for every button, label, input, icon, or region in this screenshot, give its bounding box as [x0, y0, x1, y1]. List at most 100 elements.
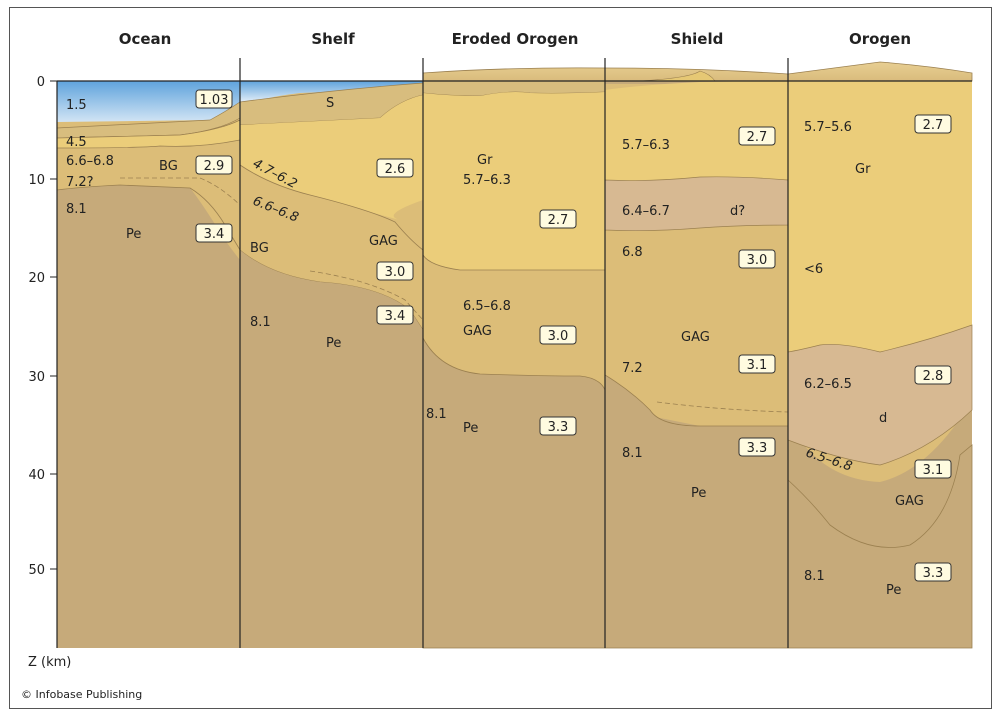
svg-text:3.3: 3.3 [747, 441, 768, 456]
velocity-label: 1.5 [66, 98, 87, 113]
velocity-label: 4.5 [66, 135, 87, 150]
rock-label: Gr [855, 162, 871, 177]
shelf-peridotite [240, 250, 423, 648]
svg-text:3.4: 3.4 [204, 227, 225, 242]
velocity-label: 5.7–6.3 [463, 173, 511, 188]
density-box: 3.0 [376, 261, 414, 281]
svg-text:2.9: 2.9 [204, 159, 225, 174]
orogen-diorite [787, 324, 973, 466]
rock-label: d [879, 411, 887, 426]
shield-dashed-boundary [656, 401, 789, 413]
svg-text:2.7: 2.7 [923, 118, 944, 133]
velocity-label: 8.1 [250, 315, 271, 330]
rock-label: BG [250, 241, 269, 256]
svg-text:1.03: 1.03 [200, 93, 229, 108]
svg-text:3.3: 3.3 [548, 420, 569, 435]
figure-frame [9, 7, 992, 709]
density-box: 2.9 [195, 155, 233, 175]
rock-label: S [326, 96, 334, 111]
depth-tick-30: 30 [28, 370, 45, 385]
depth-tick-20: 20 [28, 271, 45, 286]
density-box: 3.4 [195, 223, 233, 243]
velocity-label: 6.2–6.5 [804, 377, 852, 392]
shelf-water [240, 81, 423, 102]
svg-text:2.8: 2.8 [923, 369, 944, 384]
velocity-label: 5.7–5.6 [804, 120, 852, 135]
velocity-label: 8.1 [66, 202, 87, 217]
depth-tick-10: 10 [28, 173, 45, 188]
depth-axis-label: Z (km) [28, 655, 71, 670]
svg-text:3.1: 3.1 [923, 463, 944, 478]
column-header-shelf: Shelf [311, 30, 355, 48]
velocity-label: 7.2? [66, 175, 94, 190]
orogen-granite [788, 81, 972, 352]
svg-text:2.6: 2.6 [385, 162, 406, 177]
density-box: 3.3 [539, 416, 577, 436]
topography [422, 61, 973, 82]
depth-tick-0: 0 [37, 75, 45, 90]
orogen-peridotite [787, 444, 973, 649]
shelf-dashed-boundary [309, 270, 424, 321]
eroded-orogen-peridotite [422, 337, 606, 649]
velocity-label: 8.1 [622, 446, 643, 461]
rock-label: BG [159, 159, 178, 174]
column-header-ocean: Ocean [119, 30, 172, 48]
density-box: 2.7 [738, 126, 776, 146]
velocity-label: 6.8 [622, 245, 643, 260]
svg-text:3.0: 3.0 [548, 329, 569, 344]
column-header-orogen: Orogen [849, 30, 911, 48]
velocity-label: 8.1 [426, 407, 447, 422]
rock-label: Pe [326, 336, 341, 351]
velocity-label: <6 [804, 262, 823, 277]
velocity-label: 5.7–6.3 [622, 138, 670, 153]
svg-text:2.7: 2.7 [548, 213, 569, 228]
velocity-label: 8.1 [804, 569, 825, 584]
density-box: 2.7 [539, 209, 577, 229]
eroded-orogen-gr-boundary [422, 254, 605, 271]
svg-text:3.4: 3.4 [385, 309, 406, 324]
density-box: 1.03 [195, 89, 233, 109]
rock-label: Pe [886, 583, 901, 598]
density-box: 3.1 [738, 354, 776, 374]
column-header-eroded-orogen: Eroded Orogen [452, 30, 579, 48]
rock-label: d? [730, 204, 745, 219]
density-box: 2.8 [914, 365, 952, 385]
rock-label: Gr [477, 153, 493, 168]
copyright-credit: © Infobase Publishing [21, 688, 142, 701]
svg-text:3.3: 3.3 [923, 566, 944, 581]
ocean-layer-4.5 [56, 119, 241, 149]
density-box: 2.6 [376, 158, 414, 178]
shield-hill [639, 70, 716, 82]
density-box: 3.4 [376, 305, 414, 325]
rock-label: Pe [126, 227, 141, 242]
depth-tick-40: 40 [28, 468, 45, 483]
svg-text:3.0: 3.0 [385, 265, 406, 280]
shelf-upper-crust [240, 95, 423, 220]
velocity-label: 7.2 [622, 361, 643, 376]
svg-text:3.1: 3.1 [747, 358, 768, 373]
ocean-water [57, 81, 240, 128]
rock-label: GAG [369, 234, 398, 249]
ocean-moho-line [56, 184, 241, 251]
velocity-label: 6.5–6.8 [463, 299, 511, 314]
density-box: 3.3 [738, 437, 776, 457]
rock-label: GAG [895, 494, 924, 509]
density-box: 3.0 [738, 249, 776, 269]
ocean-dashed-boundary [120, 177, 241, 206]
rock-label: GAG [463, 324, 492, 339]
svg-text:2.7: 2.7 [747, 130, 768, 145]
density-box: 3.3 [914, 562, 952, 582]
density-box: 2.7 [914, 114, 952, 134]
depth-tick-50: 50 [28, 563, 45, 578]
depth-axis: 0 10 20 30 40 50 [28, 75, 57, 578]
eroded-orogen-granite [423, 92, 605, 270]
shield-granite [605, 81, 788, 181]
rock-label: Pe [463, 421, 478, 436]
shelf-upper-boundary [239, 164, 424, 251]
column-header-shield: Shield [671, 30, 724, 48]
density-box: 3.1 [914, 459, 952, 479]
rock-label: Pe [691, 486, 706, 501]
svg-text:3.0: 3.0 [747, 253, 768, 268]
velocity-label: 6.6–6.8 [66, 154, 114, 169]
